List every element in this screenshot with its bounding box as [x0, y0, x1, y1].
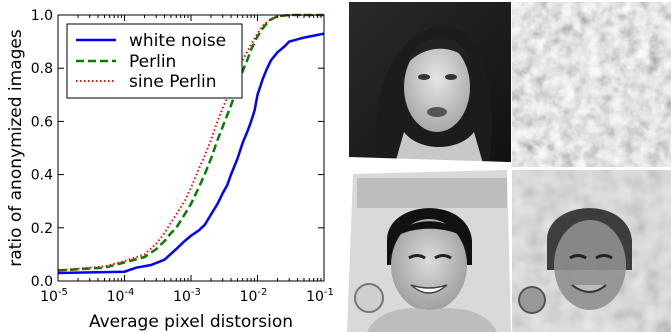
distortion-chart: 10-5 10-4 10-3 10-2 10-1 0.0 0.2 0.4 0.6 0.8 1.0 A… [6, 8, 334, 332]
y-tick-label: 0.2 [31, 221, 53, 237]
series-line-sine-perlin [57, 14, 324, 272]
legend: white noise Perlin sine Perlin [66, 23, 243, 99]
series-line-white-noise [57, 32, 325, 275]
y-tick-label: 0.8 [31, 61, 53, 77]
series-layer [57, 13, 325, 275]
x-tick-label: 10-4 [107, 287, 135, 305]
noise-pattern-photo [512, 2, 671, 167]
legend-frame [66, 23, 243, 99]
y-tick-label: 0.6 [31, 114, 53, 130]
y-tick-label: 1.0 [31, 8, 53, 24]
original-face-photo [349, 2, 511, 167]
x-tick-label: 10-5 [40, 287, 68, 305]
y-axis-label: ratio of anonymized images [6, 29, 26, 267]
tick-layer: 10-5 10-4 10-3 10-2 10-1 0.0 0.2 0.4 0.6 0.8 1.0 [31, 8, 334, 305]
y-tick-label: 0.0 [31, 274, 53, 290]
legend-label-perlin: Perlin [129, 52, 176, 72]
y-tick-label: 0.4 [31, 168, 53, 184]
anonymized-face-photo [512, 170, 671, 332]
series-line-perlin [57, 13, 324, 272]
x-tick-label: 10-1 [306, 287, 334, 305]
x-tick-label: 10-3 [173, 287, 201, 305]
x-axis-label: Average pixel distorsion [89, 312, 293, 332]
legend-label-sine-perlin: sine Perlin [129, 72, 217, 92]
legend-label-white-noise: white noise [129, 31, 226, 51]
second-face-photo [347, 170, 511, 332]
x-tick-label: 10-2 [240, 287, 268, 305]
